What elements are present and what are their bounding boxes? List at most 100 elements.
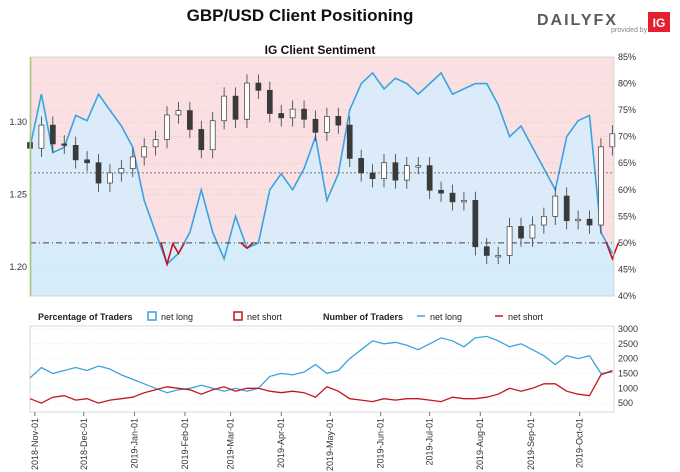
x-axis-tick-label: 2019-May-01: [325, 418, 335, 471]
price-candle-body: [198, 129, 205, 151]
price-candle-body: [118, 168, 125, 174]
price-candle-body: [187, 110, 193, 130]
right-axis-tick-label: 65%: [618, 158, 636, 168]
right-axis-tick-label: 40%: [618, 291, 636, 301]
x-axis-tick-label: 2018-Nov-01: [30, 418, 40, 470]
left-axis-tick-label: 1.25: [9, 190, 27, 200]
price-candle-body: [598, 146, 604, 226]
traders-axis-tick-label: 2500: [618, 339, 638, 349]
x-axis-tick-label: 2019-Jul-01: [425, 418, 435, 466]
price-candle-body: [415, 165, 422, 168]
price-candle-body: [518, 226, 524, 239]
right-axis-tick-label: 50%: [618, 238, 636, 248]
price-candle-body: [152, 139, 159, 148]
price-candle-body: [483, 246, 490, 256]
right-axis-tick-label: 60%: [618, 185, 636, 195]
traders-net-short-line: [29, 369, 613, 404]
price-candle-body: [335, 116, 342, 126]
chart-subtitle: IG Client Sentiment: [265, 43, 376, 57]
price-candle-body: [289, 108, 296, 119]
x-axis-tick-label: 2019-Oct-01: [575, 418, 585, 468]
legend-percentage-long-swatch: [147, 311, 157, 321]
price-candle-body: [506, 226, 513, 256]
price-candle-body: [209, 120, 216, 151]
x-axis-tick-label: 2019-Mar-01: [226, 418, 236, 470]
price-candle-body: [449, 192, 456, 203]
price-candle-body: [232, 95, 239, 120]
price-candle-body: [575, 218, 581, 222]
price-candle-body: [107, 172, 113, 184]
x-axis-tick-label: 2019-Apr-01: [276, 418, 286, 468]
lower-plot-frame: [29, 325, 615, 413]
price-candle-body: [301, 108, 307, 120]
x-axis-tick-label: 2019-Aug-01: [475, 418, 485, 470]
price-candle-body: [61, 143, 68, 146]
price-candle-body: [552, 195, 559, 217]
net-short-sentiment-segment: [605, 242, 620, 262]
legend-number-long-label: net long: [430, 312, 462, 322]
x-axis-tick-label: 2019-Sep-01: [526, 418, 536, 470]
price-candle-body: [392, 162, 399, 181]
legend-percentage-title: Percentage of Traders: [38, 312, 133, 322]
price-candle-body: [266, 89, 273, 114]
price-candle-body: [358, 158, 365, 174]
price-candle-body: [403, 165, 410, 181]
right-axis-tick-label: 80%: [618, 79, 636, 89]
page-title: GBP/USD Client Positioning: [186, 6, 414, 25]
x-axis-tick-label: 2019-Jan-01: [129, 418, 139, 469]
price-candle-body: [49, 124, 56, 145]
price-candle-body: [472, 200, 479, 248]
price-candle-body: [221, 95, 227, 122]
right-axis-tick-label: 55%: [618, 211, 636, 221]
price-candle-body: [244, 82, 250, 120]
net-long-area: [30, 72, 613, 297]
brand-tagline: provided by: [611, 27, 648, 34]
price-candle-body: [278, 113, 285, 119]
traders-axis-tick-label: 1500: [618, 368, 638, 378]
legend-percentage-short-swatch: [233, 311, 243, 321]
price-candle-body: [72, 145, 79, 161]
price-candle-body: [461, 200, 467, 203]
x-axis-tick-label: 2019-Feb-01: [180, 418, 190, 470]
right-axis-tick-label: 75%: [618, 105, 636, 115]
price-candle-body: [529, 224, 536, 239]
traders-net-long-line: [29, 335, 613, 394]
traders-axis-tick-label: 1000: [618, 383, 638, 393]
net-short-sentiment-segment: [240, 242, 254, 250]
right-axis-tick-label: 45%: [618, 264, 636, 274]
price-candle-body: [541, 215, 547, 226]
price-candle-body: [141, 146, 148, 158]
price-candle-body: [369, 172, 376, 180]
x-axis-tick-label: 2018-Dec-01: [79, 418, 89, 470]
left-axis-tick-label: 1.30: [9, 117, 27, 127]
traders-axis-tick-label: 3000: [618, 324, 638, 334]
price-candle-body: [381, 162, 387, 180]
net-long-sentiment-line: [29, 71, 614, 266]
price-candle-body: [84, 159, 90, 164]
traders-axis-tick-label: 2000: [618, 354, 638, 364]
price-candle-body: [438, 189, 444, 194]
legend-number-title: Number of Traders: [323, 312, 403, 322]
price-candle-body: [95, 162, 102, 184]
brand-name: DAILYFX: [537, 12, 618, 29]
upper-chart: 40% 45% 50% 55% 60% 65% 70% 75% 80% 85% 1.20 1.25 1.…: [9, 52, 636, 301]
price-candle-body: [38, 124, 45, 149]
price-candle-body: [346, 124, 353, 159]
left-axis-tick-label: 1.20: [9, 262, 27, 272]
x-axis-tick-label: 2019-Jun-01: [376, 418, 386, 469]
legend-percentage-short-label: net short: [247, 312, 283, 322]
price-candle-body: [129, 156, 136, 169]
price-candle-body: [495, 255, 502, 258]
traders-axis-tick-label: 500: [618, 398, 633, 408]
price-candle-body: [312, 118, 319, 133]
legend-percentage-long-label: net long: [161, 312, 193, 322]
price-candle-body: [586, 218, 593, 226]
price-candle-body: [175, 110, 182, 116]
brand-partner: IG: [653, 16, 666, 30]
price-candle-body: [324, 116, 330, 133]
legend: Percentage of Traders net long net short Nu…: [38, 311, 544, 322]
ig-logo-icon: [648, 12, 670, 32]
lower-chart: 500 1000 1500 2000 2500 3000 2018-Nov-01 2018-D…: [29, 324, 638, 471]
net-short-sentiment-segment: [160, 242, 174, 268]
